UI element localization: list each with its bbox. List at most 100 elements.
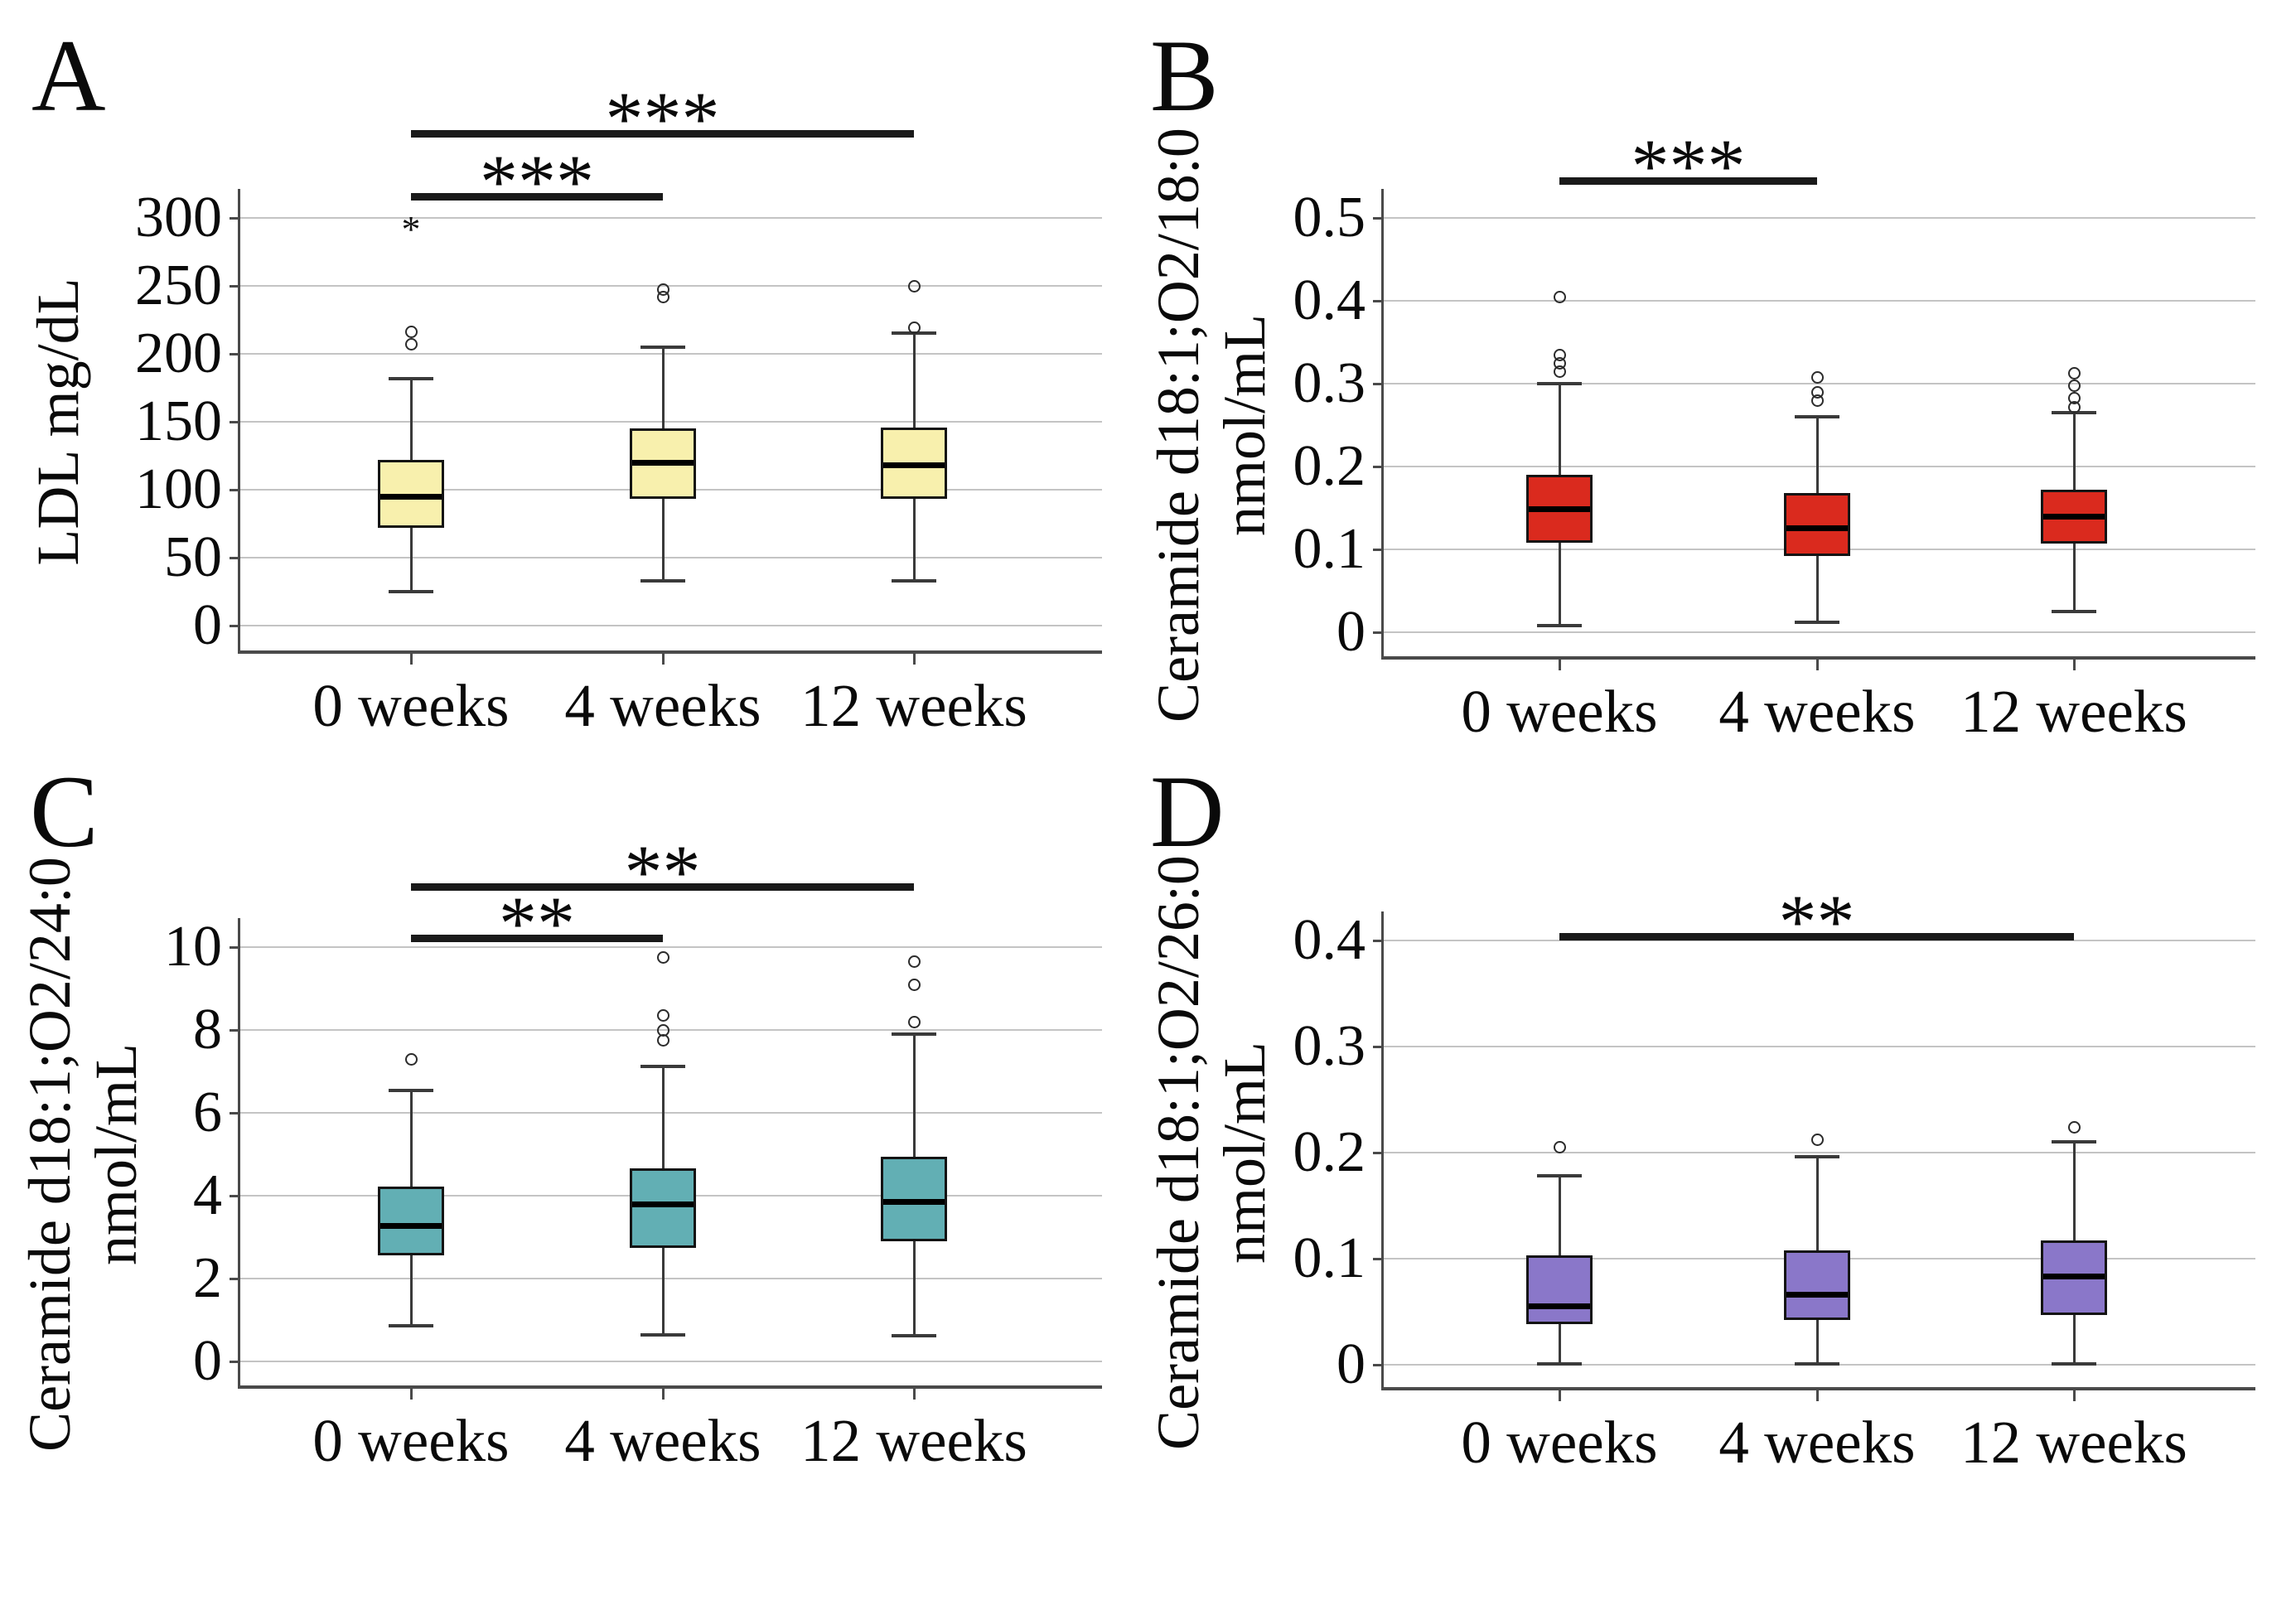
whisker-lower — [661, 499, 665, 581]
outlier-point — [2067, 379, 2081, 392]
median-line — [2043, 1274, 2105, 1280]
median-line — [1529, 1303, 1590, 1310]
y-tick-label: 250 — [135, 254, 222, 317]
significance-bar — [411, 130, 914, 138]
x-tick-mark — [409, 1389, 413, 1400]
median-line — [632, 459, 694, 466]
x-tick-mark — [1558, 1390, 1561, 1401]
y-tick-label: 150 — [135, 389, 222, 453]
y-tick-mark — [230, 1111, 240, 1114]
outlier-point — [656, 1023, 669, 1037]
y-tick-mark — [230, 1194, 240, 1197]
panel-letter-c: C — [30, 755, 99, 868]
y-tick-label: 0 — [1337, 1332, 1366, 1396]
y-tick-label: 0 — [193, 1329, 222, 1393]
x-tick-label: 4 weeks — [564, 672, 761, 739]
whisker-cap-upper — [389, 1088, 433, 1092]
whisker-lower — [1815, 1320, 1819, 1364]
gridline — [240, 557, 1102, 558]
gridline — [240, 1029, 1102, 1031]
y-tick-label: 0.4 — [1293, 908, 1366, 972]
y-tick-label: 0 — [193, 593, 222, 657]
x-tick-mark — [661, 654, 665, 665]
gridline — [1384, 383, 2255, 384]
whisker-upper — [1558, 384, 1561, 475]
outlier-point — [404, 326, 418, 339]
x-tick-label: 0 weeks — [312, 672, 510, 739]
significance-stars: *** — [480, 139, 594, 224]
y-axis-line — [238, 189, 240, 654]
x-tick-mark — [2072, 660, 2076, 670]
y-tick-mark — [230, 352, 240, 355]
x-tick-label: 4 weeks — [1718, 678, 1916, 745]
y-tick-label: 0.5 — [1293, 186, 1366, 249]
gridline — [1384, 1046, 2255, 1047]
whisker-cap-lower — [1795, 621, 1839, 624]
outlier-point — [404, 338, 418, 351]
significance-bar — [411, 883, 914, 891]
median-line — [1786, 525, 1848, 531]
whisker-cap-lower — [640, 578, 685, 583]
gridline — [240, 1112, 1102, 1114]
y-tick-mark — [230, 1277, 240, 1280]
box — [630, 1168, 696, 1248]
y-tick-mark — [1373, 382, 1384, 385]
whisker-cap-lower — [2052, 1361, 2096, 1366]
outlier-point — [1810, 1134, 1824, 1147]
significance-bar — [411, 935, 663, 942]
whisker-cap-lower — [2052, 610, 2096, 613]
outlier-point — [2067, 1120, 2081, 1134]
median-line — [1786, 1292, 1848, 1298]
y-tick-mark — [230, 420, 240, 423]
whisker-cap-upper — [1537, 382, 1582, 385]
whisker-cap-lower — [640, 1333, 685, 1337]
y-tick-label: 10 — [164, 915, 222, 979]
box — [378, 1187, 444, 1255]
gridline — [1384, 300, 2255, 302]
panel-letter-d: D — [1150, 755, 1225, 868]
median-line — [883, 1199, 945, 1205]
gridline — [240, 946, 1102, 948]
median-line — [2043, 513, 2105, 520]
whisker-upper — [661, 346, 665, 429]
x-axis-line — [238, 1385, 1102, 1389]
y-tick-label: 50 — [164, 525, 222, 589]
y-tick-label: 0.2 — [1293, 1120, 1366, 1184]
significance-bar — [411, 193, 663, 201]
y-tick-mark — [230, 488, 240, 491]
x-tick-mark — [1815, 660, 1819, 670]
whisker-cap-upper — [640, 345, 685, 349]
x-tick-label: 12 weeks — [800, 672, 1027, 739]
y-tick-mark — [230, 945, 240, 949]
significance-stars: *** — [1631, 123, 1746, 208]
y-tick-mark — [1373, 1363, 1384, 1366]
whisker-cap-lower — [892, 1334, 936, 1337]
whisker-upper — [1815, 417, 1819, 493]
x-tick-label: 4 weeks — [1718, 1409, 1916, 1476]
whisker-cap-lower — [892, 578, 936, 583]
y-axis-line — [1381, 911, 1384, 1390]
whisker-upper — [912, 1034, 916, 1157]
whisker-lower — [1558, 1324, 1561, 1364]
y-tick-mark — [230, 1360, 240, 1363]
outlier-star: * — [401, 207, 421, 250]
outlier-point — [1810, 385, 1824, 399]
whisker-lower — [912, 499, 916, 581]
x-tick-label: 0 weeks — [1461, 1409, 1658, 1476]
y-tick-label: 0.1 — [1293, 1226, 1366, 1290]
whisker-cap-upper — [640, 1065, 685, 1068]
x-tick-mark — [1558, 660, 1561, 670]
y-tick-mark — [1373, 1151, 1384, 1154]
median-line — [1529, 505, 1590, 512]
x-tick-label: 12 weeks — [1960, 678, 2187, 745]
x-tick-mark — [912, 654, 916, 665]
whisker-lower — [912, 1241, 916, 1336]
gridline — [1384, 1152, 2255, 1153]
significance-bar — [1559, 177, 1817, 185]
whisker-cap-lower — [389, 590, 433, 593]
y-tick-label: 0.1 — [1293, 517, 1366, 581]
whisker-cap-upper — [1795, 415, 1839, 418]
y-tick-label: 6 — [193, 1081, 222, 1144]
x-tick-label: 0 weeks — [312, 1407, 510, 1474]
y-tick-mark — [1373, 631, 1384, 634]
